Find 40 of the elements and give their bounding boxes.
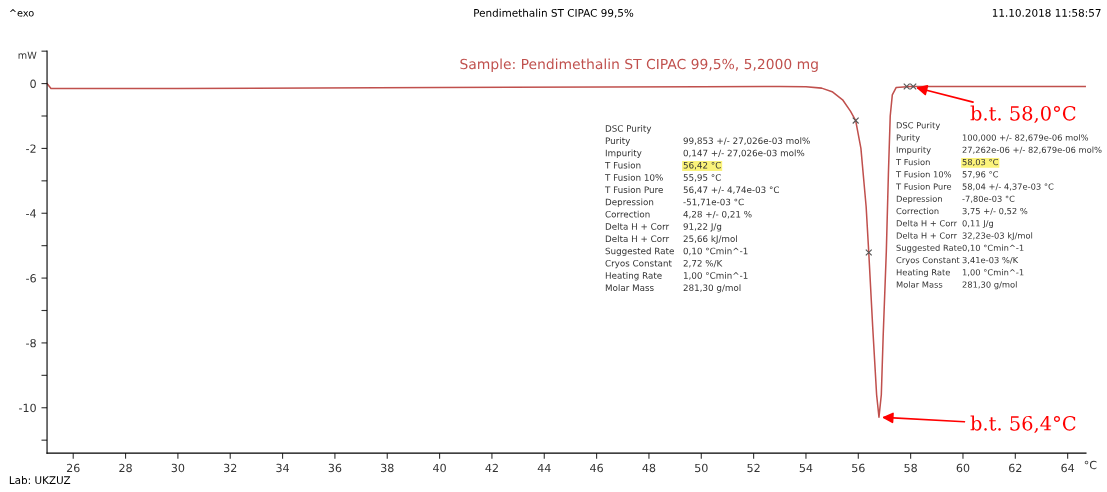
x-tick-label: 32 <box>224 463 237 473</box>
point <box>865 248 873 256</box>
text: ^exo <box>9 9 34 17</box>
y-tick-label: 0 <box>30 79 36 88</box>
text: DSC Purity Purity Impurity T Fusion T Fusion 10% T Fusion Pure Depression Correction Delta H + Corr Delta H + Corr Suggested Rate Cryos Constant Heating Rate Molar Mass <box>604 125 674 292</box>
text: Sample: Pendimethalin ST CIPAC 99,5%, 5,2000 mg <box>460 58 818 72</box>
x-tick-label: 40 <box>433 463 446 473</box>
y-axis-title: mW <box>18 51 37 59</box>
x-tick-label: 36 <box>328 463 342 473</box>
y-tick-label: -6 <box>26 274 36 283</box>
x-tick-label: 64 <box>1061 463 1075 473</box>
x-tick-label: 44 <box>537 463 551 472</box>
text: DSC Purity Purity Impurity T Fusion T Fusion 10% T Fusion Pure Depression Correction Delta H + Corr Delta H + Corr Suggested Rate Cryos Constant Heating Rate Molar Mass <box>895 122 962 288</box>
x-tick-label: 42 <box>485 463 498 472</box>
x-tick-label: 34 <box>276 463 290 473</box>
x-tick-label: 48 <box>642 463 656 473</box>
x-tick-label: 50 <box>695 463 708 473</box>
x-tick-label: 56 <box>852 463 865 473</box>
y-tick-label: -4 <box>26 209 37 218</box>
chart-title: Pendimethalin ST CIPAC 99,5% <box>474 8 634 18</box>
x-axis-title: °C <box>1084 460 1097 470</box>
x-tick-label: 38 <box>381 463 394 473</box>
y-tick-label: -8 <box>26 338 36 348</box>
y-tick-label: -2 <box>26 144 36 153</box>
x-tick-label: 26 <box>66 463 80 473</box>
text: 99,853 +/- 27,026e-03 mol% 0,147 +/- 27,026e-03 mol% 56,42 °C 55,95 °C 56,47 +/- 4,74e-03 °C -51,71e-03 °C 4,28 +/- 0,21 % 91,22 J/g 25,66 kJ/mol 0,10 °Cmin^-1 2,72 %/K 1,00 °Cmin^-1 281,30 g/mol <box>683 137 810 293</box>
text: 100,000 +/- 82,679e-06 mol% 27,262e-06 +/- 82,679e-06 mol% 58,03 °C 57,96 °C 58,04 +/- 4,37e-03 °C -7,80e-03 °C 3,75 +/- 0,52 % 0,11 J/g 32,23e-03 kJ/mol 0,10 °Cmin^-1 3,41e-03 %/K 1,00 °Cmin^-1 281,30 g/mol <box>962 134 1102 290</box>
x-tick-label: 62 <box>1009 463 1022 473</box>
x-tick-label: 46 <box>590 463 603 473</box>
x-tick-label: 58 <box>904 463 917 473</box>
text: 11.10.2018 11:58:57 <box>992 8 1101 17</box>
x-tick-label: 60 <box>956 463 970 473</box>
annotation: b.t. 56,4°C <box>970 415 1076 434</box>
y-tick-label: -10 <box>19 403 36 413</box>
x-tick-label: 30 <box>171 463 185 473</box>
x-tick-label: 52 <box>747 463 760 473</box>
x-tick-label: 54 <box>799 463 813 473</box>
x-tick-label: 28 <box>119 463 132 473</box>
annotation: b.t. 58,0°C <box>970 105 1076 124</box>
text: Lab: UKZUZ <box>9 476 71 485</box>
